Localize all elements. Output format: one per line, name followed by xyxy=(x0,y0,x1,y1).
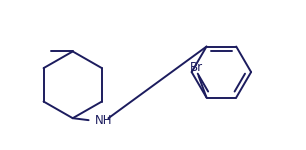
Text: Br: Br xyxy=(190,61,203,74)
Text: NH: NH xyxy=(95,114,112,127)
